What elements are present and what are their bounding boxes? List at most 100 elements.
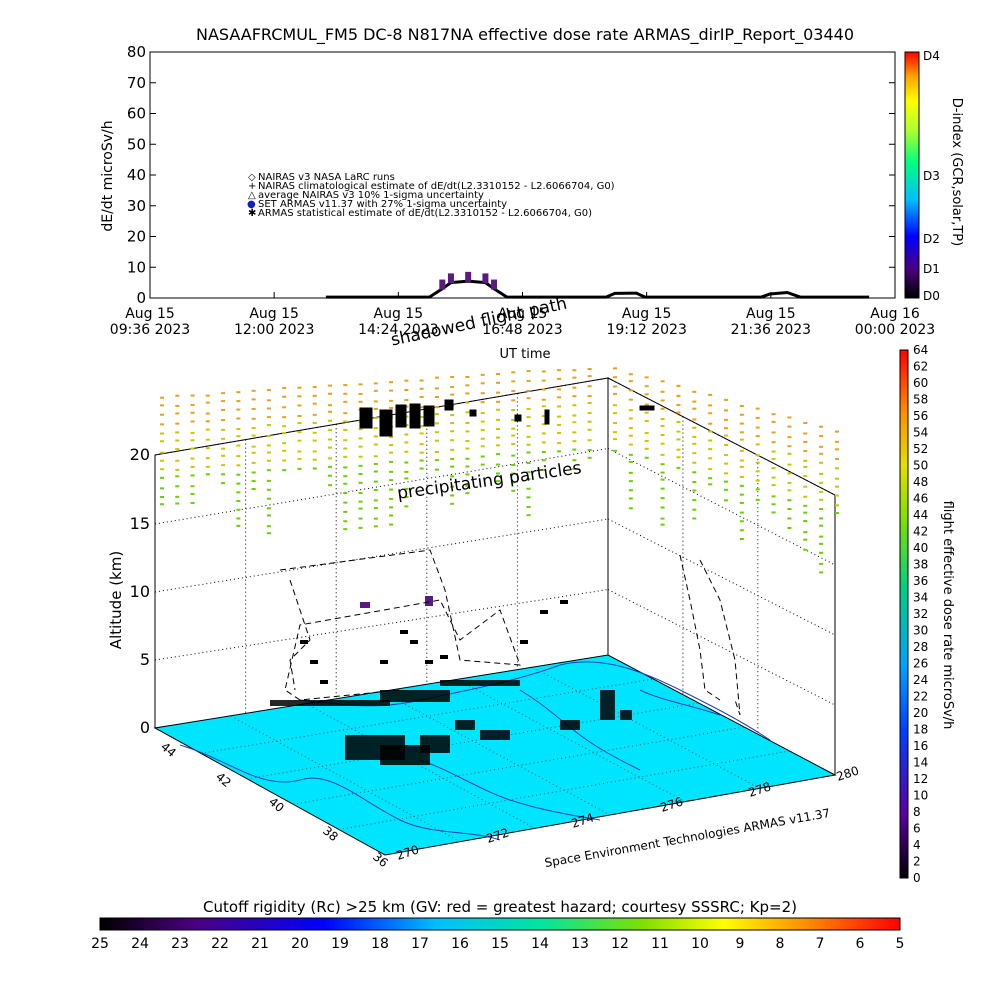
- precip-dash: [557, 442, 562, 445]
- precip-dash: [434, 459, 439, 462]
- precip-dash: [343, 510, 348, 513]
- ts-ytick-label: 80: [127, 43, 146, 61]
- precip-dash: [708, 477, 713, 480]
- precip-dash: [404, 433, 409, 436]
- precip-dash: [835, 467, 839, 470]
- precip-dash: [692, 435, 697, 438]
- dose-colorbar-tick-label: 58: [913, 393, 928, 407]
- precip-dash: [327, 392, 332, 395]
- ts-xtick-time: 12:00 2023: [234, 322, 314, 338]
- precip-dash: [465, 421, 470, 424]
- ground-trace-mark: [620, 710, 632, 720]
- precip-dash: [708, 412, 713, 415]
- precip-dash: [419, 425, 424, 428]
- precip-dash: [755, 470, 760, 473]
- armas-point: [465, 271, 472, 282]
- precip-dash: [358, 492, 363, 495]
- precip-dash: [221, 437, 226, 440]
- precip-dash: [450, 494, 455, 497]
- precip-dash: [557, 405, 562, 408]
- precip-dash: [221, 428, 226, 431]
- precip-dash: [511, 371, 516, 374]
- precip-dash: [327, 465, 332, 468]
- precip-dash: [419, 443, 424, 446]
- precip-dash: [160, 404, 164, 407]
- precip-dash: [787, 499, 792, 502]
- precip-dash: [175, 485, 180, 488]
- precip-dash: [787, 452, 792, 455]
- precip-dash: [373, 462, 378, 465]
- precip-dash: [389, 460, 394, 463]
- precip-dash: [236, 517, 241, 520]
- precipitating-particles-markers: [160, 367, 839, 574]
- precip-dash: [541, 468, 546, 471]
- dose-colorbar-tick-label: 40: [913, 541, 928, 555]
- dose-colorbar-tick-label: 30: [913, 624, 928, 638]
- legend-symbol-0: ◇: [248, 172, 256, 183]
- precip-dash: [644, 411, 649, 414]
- cutoff-rigidity-tick-label: 9: [736, 936, 745, 952]
- precip-dash: [434, 376, 439, 379]
- precip-dash: [819, 498, 824, 501]
- precip-dash: [450, 475, 455, 478]
- precip-dash: [587, 402, 592, 405]
- precip-dash: [628, 497, 633, 500]
- precip-dash: [190, 465, 195, 468]
- precip-dash: [205, 412, 210, 415]
- precip-dash: [724, 499, 729, 502]
- precip-dash: [526, 451, 531, 454]
- precip-dash: [692, 461, 697, 464]
- precip-dash: [404, 379, 409, 382]
- precip-dash: [282, 386, 287, 389]
- time-series-lines: [325, 271, 870, 299]
- precip-dash: [160, 451, 164, 454]
- precip-dash: [450, 422, 455, 425]
- precip-dash: [692, 407, 697, 410]
- precip-dash: [644, 420, 649, 423]
- precip-dash: [297, 439, 302, 442]
- ground-trace-mark: [480, 730, 510, 740]
- precip-dash: [739, 520, 744, 523]
- precip-dash: [819, 517, 824, 520]
- mid-altitude-mark: [310, 660, 318, 664]
- precip-dash: [190, 485, 195, 488]
- flight-mark-10: [639, 405, 655, 411]
- precip-dash: [175, 502, 180, 505]
- precip-dash: [541, 459, 546, 462]
- precip-dash: [660, 434, 665, 437]
- cutoff-rigidity-tick-label: 15: [491, 936, 509, 952]
- precip-dash: [644, 403, 649, 406]
- cutoff-rigidity-tick-label: 19: [331, 936, 349, 952]
- armas-point: [491, 279, 498, 290]
- ts-xtick-day: Aug 15: [249, 306, 299, 322]
- precip-dash: [266, 444, 271, 447]
- precip-dash: [526, 370, 531, 373]
- precip-dash: [221, 454, 226, 457]
- precip-dash: [358, 507, 363, 510]
- precip-dash: [526, 407, 531, 410]
- precip-dash: [480, 437, 485, 440]
- ts-xtick-day: Aug 15: [622, 306, 672, 322]
- ground-trace-mark: [420, 735, 450, 753]
- longitude-tick-label: 278: [747, 779, 773, 799]
- precip-dash: [613, 431, 618, 434]
- precip-dash: [480, 373, 485, 376]
- precip-dash: [282, 432, 287, 435]
- precip-dash: [434, 387, 439, 390]
- armas-point: [482, 273, 489, 284]
- precip-dash: [526, 389, 531, 392]
- precip-dash: [282, 425, 287, 428]
- d-index-ticks: D4 D3 D2 D1 D0: [923, 49, 940, 303]
- precip-dash: [787, 436, 792, 439]
- precip-dash: [755, 407, 760, 410]
- precip-dash: [358, 526, 363, 529]
- precip-dash: [819, 524, 824, 527]
- precip-dash: [358, 481, 363, 484]
- dose-colorbar-tick-label: 14: [913, 756, 928, 770]
- precip-dash: [541, 450, 546, 453]
- precip-dash: [373, 525, 378, 528]
- precip-dash: [511, 443, 516, 446]
- altitude-tick-label: 15: [130, 514, 150, 533]
- precip-dash: [739, 431, 744, 434]
